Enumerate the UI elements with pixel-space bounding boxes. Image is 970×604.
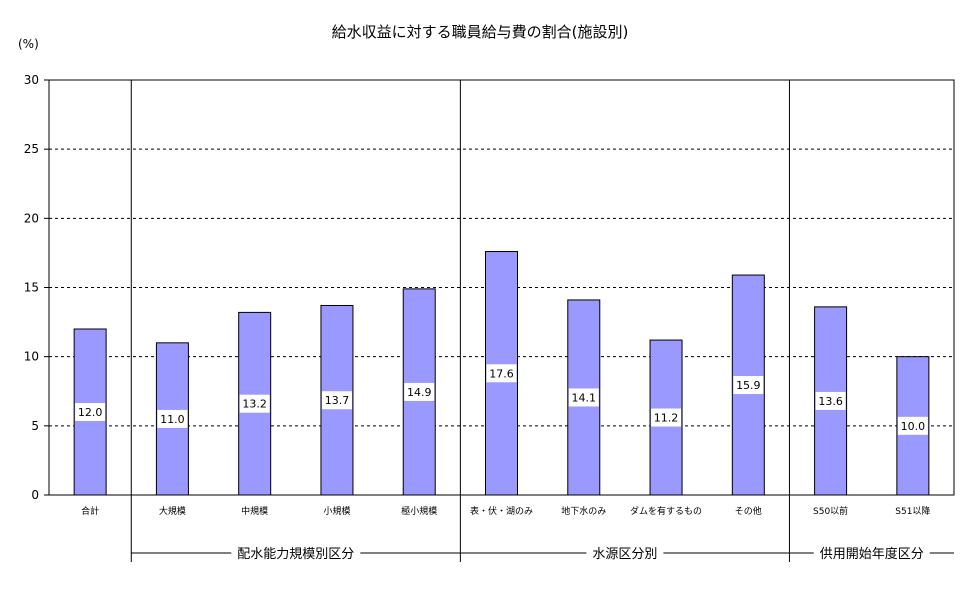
- y-tick-label: 20: [24, 211, 39, 225]
- data-label: 13.7: [325, 394, 350, 407]
- data-label-box: [815, 391, 846, 410]
- data-label: 10.0: [901, 420, 926, 433]
- x-tick-label: 大規模: [159, 505, 186, 517]
- bars: 12.0 11.0 13.2 13.7 14.9 17.6 14.1 11.2 15.9 13.6…: [73, 251, 930, 496]
- data-label: 12.0: [78, 406, 103, 419]
- group-label: 供用開始年度区分: [820, 546, 924, 562]
- x-tick-label: S50以前: [813, 505, 848, 517]
- data-label: 14.1: [572, 391, 597, 404]
- data-label-box: [486, 364, 517, 383]
- x-tick-label: その他: [735, 505, 762, 517]
- y-tick-label: 25: [24, 142, 39, 156]
- x-tick-label: 合計: [81, 505, 99, 517]
- group-label: 水源区分別: [592, 547, 657, 562]
- data-label-box: [404, 382, 435, 401]
- y-tick-label: 0: [31, 488, 39, 502]
- y-tick-label: 5: [31, 419, 39, 433]
- unit-label: (%): [18, 37, 39, 51]
- group-labels: 配水能力規模別区分 水源区分別 供用開始年度区分: [131, 546, 954, 562]
- data-label: 15.9: [736, 379, 761, 392]
- x-tick-label: 中規模: [241, 505, 268, 517]
- x-tick-label: 表・伏・湖のみ: [470, 505, 533, 517]
- axes: [44, 79, 955, 562]
- data-label-box: [75, 403, 106, 421]
- x-tick-label: S51以降: [895, 505, 930, 517]
- data-label: 17.6: [489, 367, 514, 380]
- data-label: 11.0: [160, 413, 185, 426]
- y-tick-label: 15: [24, 281, 39, 295]
- data-label-box: [157, 409, 188, 428]
- y-tick-label: 30: [24, 73, 39, 87]
- x-tick-label: ダムを有するもの: [630, 505, 702, 517]
- data-label-box: [321, 391, 352, 410]
- x-tick-label: 地下水のみ: [561, 505, 606, 517]
- data-label: 14.9: [407, 386, 432, 399]
- data-label-box: [239, 394, 270, 413]
- y-tick-label: 10: [24, 350, 39, 364]
- x-tick-label: 極小規模: [401, 505, 437, 517]
- y-tick-labels: 0 5 10 15 20 25 30: [24, 73, 39, 502]
- data-label: 13.2: [242, 398, 267, 411]
- data-label-box: [897, 416, 928, 435]
- group-label: 配水能力規模別区分: [237, 547, 354, 562]
- chart-title: 給水収益に対する職員給与費の割合(施設別): [332, 23, 629, 41]
- x-tick-labels: 合計 大規模 中規模 小規模 極小規模 表・伏・湖のみ 地下水のみ ダムを有するもの その他 S5…: [81, 505, 930, 517]
- data-label: 11.2: [654, 412, 679, 425]
- data-label-box: [651, 408, 682, 427]
- x-tick-label: 小規模: [323, 506, 350, 517]
- data-label-box: [568, 388, 599, 407]
- data-label-box: [733, 376, 764, 395]
- data-label: 13.6: [818, 395, 843, 408]
